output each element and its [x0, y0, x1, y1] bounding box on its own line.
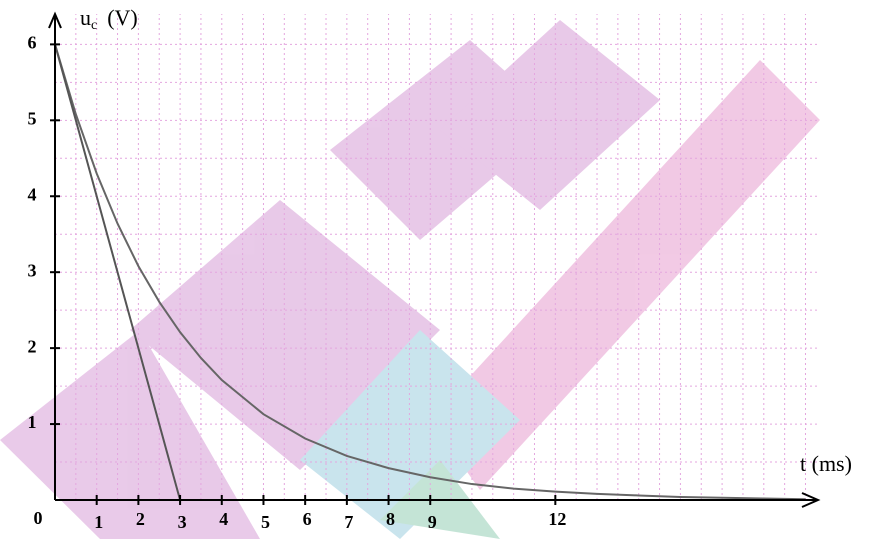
y-tick-label: 1	[28, 412, 37, 432]
x-tick-label: 4	[219, 509, 228, 529]
x-tick-label: 2	[136, 509, 145, 529]
x-tick-label: 0	[34, 508, 43, 528]
chart: uc(V) t (ms) 123456012345678912	[0, 0, 883, 539]
y-tick-label: 5	[28, 108, 37, 128]
y-axis-label: uc (V)	[80, 5, 138, 33]
x-tick-label: 5	[261, 512, 270, 532]
x-tick-label: 1	[94, 512, 103, 532]
x-tick-label: 7	[344, 512, 353, 532]
y-tick-label: 4	[28, 184, 37, 204]
x-tick-label: 12	[548, 509, 566, 529]
x-tick-label: 9	[428, 512, 437, 532]
y-tick-label: 6	[28, 33, 37, 53]
y-tick-label: 2	[28, 336, 37, 356]
y-tick-label: 3	[28, 260, 37, 280]
y-label-sub: c	[91, 18, 97, 33]
y-label-main: u	[80, 5, 91, 30]
x-tick-label: 8	[386, 509, 395, 529]
watermark	[0, 20, 820, 539]
x-axis-label: t (ms)	[800, 451, 852, 476]
y-label-unit: (V)	[107, 5, 138, 30]
x-tick-label: 6	[303, 509, 312, 529]
x-tick-label: 3	[178, 512, 187, 532]
